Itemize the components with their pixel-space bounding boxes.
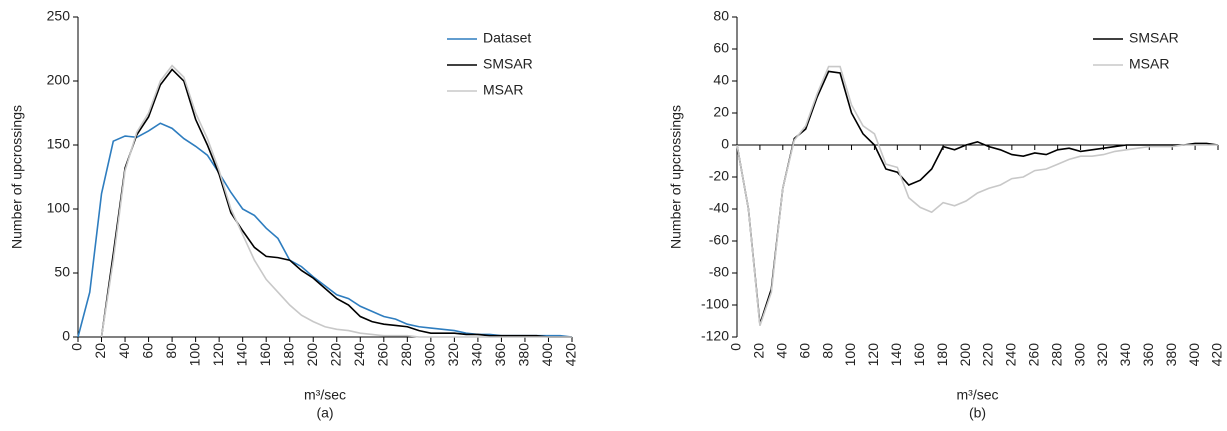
legend-label: SMSAR	[1129, 30, 1179, 46]
x-tick-label: 140	[888, 343, 904, 367]
caption: (b)	[969, 405, 986, 421]
y-tick-label: -40	[709, 200, 729, 216]
x-tick-label: 380	[1163, 343, 1179, 367]
x-tick-label: 80	[163, 343, 179, 359]
y-tick-label: 200	[47, 72, 71, 88]
x-tick-label: 220	[327, 343, 343, 367]
y-tick-label: 60	[713, 40, 729, 56]
x-tick-label: 400	[1186, 343, 1202, 367]
y-tick-label: 40	[713, 72, 729, 88]
x-tick-label: 360	[1140, 343, 1156, 367]
x-tick-label: 80	[819, 343, 835, 359]
x-tick-label: 200	[304, 343, 320, 367]
legend-label: MSAR	[483, 82, 523, 98]
y-tick-label: 20	[713, 104, 729, 120]
x-tick-label: 40	[116, 343, 132, 359]
series-line	[100, 64, 572, 338]
x-tick-label: 400	[539, 343, 555, 367]
y-tick-label: -60	[709, 232, 729, 248]
x-tick-label: 20	[751, 343, 767, 359]
y-tick-label: -80	[709, 264, 729, 280]
x-tick-label: 300	[1071, 343, 1087, 367]
series-line	[100, 68, 572, 338]
x-tick-label: 20	[92, 343, 108, 359]
legend-label: Dataset	[483, 30, 531, 46]
x-tick-label: 60	[796, 343, 812, 359]
y-tick-label: 250	[47, 8, 71, 24]
caption: (a)	[316, 405, 333, 421]
x-tick-label: 180	[280, 343, 296, 367]
x-tick-label: 140	[233, 343, 249, 367]
series-line	[736, 70, 1219, 325]
y-tick-label: 150	[47, 136, 71, 152]
x-tick-label: 220	[980, 343, 996, 367]
y-tick-label: 0	[62, 328, 70, 344]
x-tick-label: 420	[563, 343, 579, 367]
y-tick-label: -100	[701, 296, 729, 312]
legend-label: MSAR	[1129, 56, 1169, 72]
x-tick-label: 320	[445, 343, 461, 367]
x-axis-label: m³/sec	[304, 387, 346, 403]
x-tick-label: 300	[422, 343, 438, 367]
y-axis-label: Number of upcrossings	[9, 105, 25, 249]
x-tick-label: 340	[469, 343, 485, 367]
x-tick-label: 320	[1094, 343, 1110, 367]
y-tick-label: -20	[709, 168, 729, 184]
x-tick-label: 0	[728, 343, 744, 351]
x-tick-label: 40	[774, 343, 790, 359]
x-tick-label: 60	[139, 343, 155, 359]
x-axis-label: m³/sec	[957, 387, 999, 403]
series-line	[736, 65, 1218, 327]
x-tick-label: 360	[492, 343, 508, 367]
x-tick-label: 280	[1048, 343, 1064, 367]
x-tick-label: 160	[257, 343, 273, 367]
y-tick-label: -120	[701, 328, 729, 344]
x-tick-label: 240	[1003, 343, 1019, 367]
x-tick-label: 260	[375, 343, 391, 367]
x-tick-label: 100	[186, 343, 202, 367]
x-tick-label: 340	[1117, 343, 1133, 367]
y-tick-label: 100	[47, 200, 71, 216]
x-tick-label: 200	[957, 343, 973, 367]
x-tick-label: 380	[516, 343, 532, 367]
x-tick-label: 240	[351, 343, 367, 367]
y-tick-label: 0	[721, 136, 729, 152]
x-tick-label: 420	[1209, 343, 1225, 367]
x-tick-label: 280	[398, 343, 414, 367]
y-tick-label: 80	[713, 8, 729, 24]
x-tick-label: 120	[865, 343, 881, 367]
x-tick-label: 0	[69, 343, 85, 351]
x-tick-label: 180	[934, 343, 950, 367]
x-tick-label: 100	[842, 343, 858, 367]
x-tick-label: 120	[210, 343, 226, 367]
y-axis-label: Number of upcrossings	[668, 105, 684, 249]
x-tick-label: 160	[911, 343, 927, 367]
legend-label: SMSAR	[483, 56, 533, 72]
y-tick-label: 50	[54, 264, 70, 280]
x-tick-label: 260	[1025, 343, 1041, 367]
series-line	[77, 122, 573, 338]
